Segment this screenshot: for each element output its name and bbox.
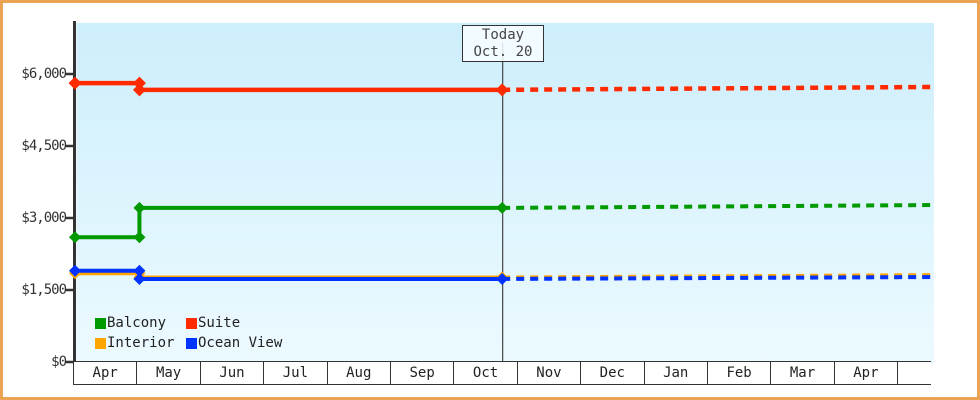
series-suite-marker bbox=[68, 76, 82, 90]
month-cell-mar-11: Mar bbox=[771, 362, 835, 384]
suite-swatch-icon bbox=[186, 317, 197, 329]
series-balcony-history-line bbox=[75, 205, 503, 240]
month-cell-apr-12: Apr bbox=[835, 362, 899, 384]
month-cell-jun-2: Jun bbox=[201, 362, 265, 384]
today-date: Oct. 20 bbox=[473, 44, 533, 60]
series-balcony-marker bbox=[496, 201, 509, 214]
series-ocean-view-marker bbox=[69, 264, 81, 277]
y-axis-tick-label: $4,500 bbox=[21, 138, 67, 154]
legend-item-interior: Interior bbox=[95, 333, 186, 353]
series-balcony-marker bbox=[69, 231, 81, 244]
month-cell-may-1: May bbox=[137, 362, 201, 384]
price-history-chart bbox=[65, 21, 934, 365]
series-suite-forecast-line bbox=[502, 84, 932, 93]
series-ocean-view-marker bbox=[133, 264, 146, 277]
month-cell-oct-6: Oct bbox=[454, 362, 518, 384]
axis-layer bbox=[65, 21, 76, 365]
interior-swatch-icon bbox=[95, 337, 106, 349]
today-label: Today bbox=[481, 27, 525, 43]
chart-legend: Balcony Suite Interior Ocean View bbox=[95, 313, 282, 353]
legend-item-ocean-view: Ocean View bbox=[186, 333, 282, 353]
series-suite-marker bbox=[132, 83, 146, 97]
series-layer bbox=[68, 76, 932, 285]
series-balcony-marker bbox=[133, 231, 146, 244]
series-ocean-view-forecast-line bbox=[502, 275, 932, 281]
series-balcony-forecast-line bbox=[502, 203, 932, 210]
y-axis-tick-label: $6,000 bbox=[21, 66, 67, 82]
x-axis-month-row: Apr May Jun Jul Aug Sep Oct Nov Dec Jan Feb Mar Apr bbox=[73, 361, 931, 385]
series-ocean-view-marker bbox=[133, 272, 146, 285]
y-axis-tick-label: $0 bbox=[51, 354, 67, 370]
month-cell-sep-5: Sep bbox=[391, 362, 455, 384]
month-cell-empty bbox=[898, 362, 931, 384]
plot-background bbox=[76, 23, 934, 364]
legend-label: Interior bbox=[107, 335, 175, 351]
month-cell-apr-0: Apr bbox=[74, 362, 138, 384]
month-cell-feb-10: Feb bbox=[708, 362, 772, 384]
legend-label: Ocean View bbox=[198, 335, 283, 351]
balcony-swatch-icon bbox=[95, 317, 106, 329]
series-suite-marker bbox=[132, 76, 146, 90]
series-balcony-marker bbox=[133, 201, 146, 214]
month-cell-aug-4: Aug bbox=[328, 362, 391, 384]
legend-label: Suite bbox=[198, 315, 241, 331]
y-axis-tick-label: $3,000 bbox=[21, 210, 67, 226]
legend-item-suite: Suite bbox=[186, 313, 282, 333]
y-axis-tick-label: $1,500 bbox=[21, 282, 67, 298]
ocean-view-swatch-icon bbox=[186, 337, 197, 349]
month-cell-jul-3: Jul bbox=[264, 362, 328, 384]
series-suite-marker bbox=[495, 83, 509, 97]
month-cell-nov-7: Nov bbox=[518, 362, 582, 384]
legend-item-balcony: Balcony bbox=[95, 313, 186, 333]
y-axis-line bbox=[73, 21, 76, 365]
series-ocean-view-marker bbox=[496, 272, 509, 285]
month-cell-jan-9: Jan bbox=[645, 362, 708, 384]
today-annotation-box: Today Oct. 20 bbox=[462, 25, 544, 62]
legend-label: Balcony bbox=[107, 315, 167, 331]
month-cell-dec-8: Dec bbox=[581, 362, 645, 384]
